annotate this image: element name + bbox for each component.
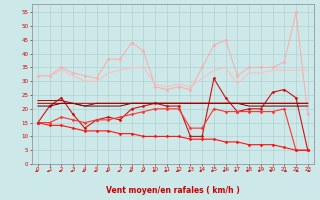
X-axis label: Vent moyen/en rafales ( km/h ): Vent moyen/en rafales ( km/h ) — [106, 186, 240, 195]
